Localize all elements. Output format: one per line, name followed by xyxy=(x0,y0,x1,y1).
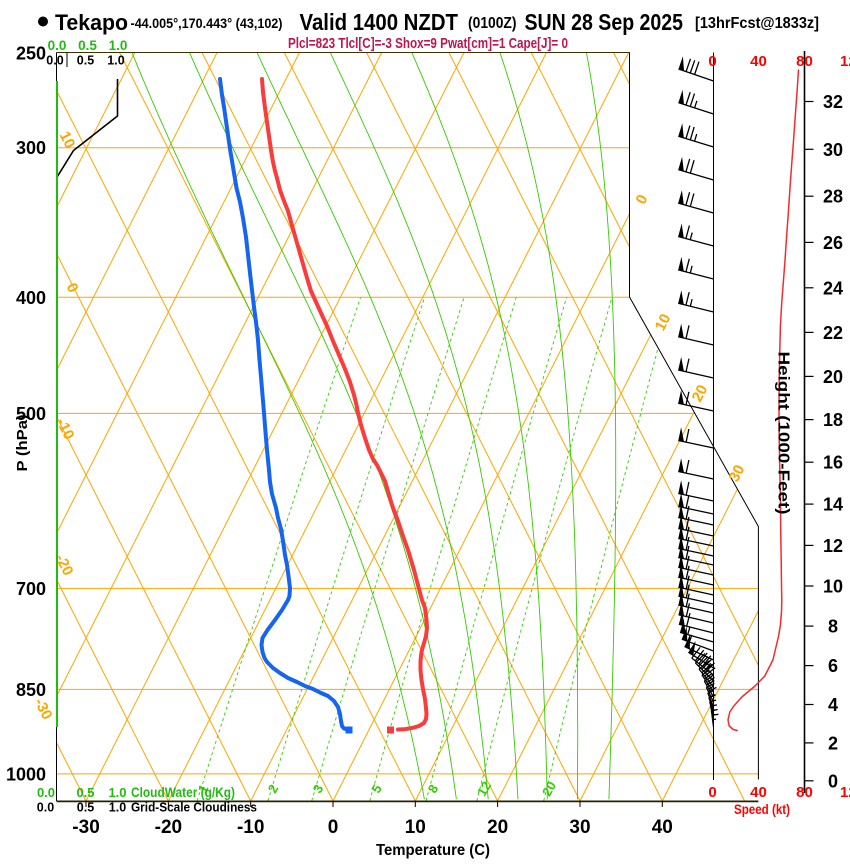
svg-text:1.0: 1.0 xyxy=(108,785,126,800)
svg-text:0.5: 0.5 xyxy=(76,785,94,800)
svg-text:0.0: 0.0 xyxy=(48,38,67,53)
svg-text:0: 0 xyxy=(328,817,339,838)
svg-text:-20: -20 xyxy=(155,817,182,838)
svg-text:Grid-Scale Cloudiness: Grid-Scale Cloudiness xyxy=(131,800,257,815)
svg-text:10: 10 xyxy=(823,577,843,597)
svg-text:80: 80 xyxy=(796,784,813,801)
svg-text:0.0: 0.0 xyxy=(37,785,55,800)
svg-text:1.0: 1.0 xyxy=(109,801,126,815)
svg-text:500: 500 xyxy=(16,404,46,424)
svg-text:Height (1000-Feet): Height (1000-Feet) xyxy=(775,352,792,515)
svg-text:12: 12 xyxy=(474,779,494,799)
svg-text:0.0: 0.0 xyxy=(37,801,54,815)
svg-text:6: 6 xyxy=(828,656,838,676)
svg-text:18: 18 xyxy=(823,410,843,430)
svg-text:250: 250 xyxy=(16,43,46,63)
svg-text:22: 22 xyxy=(823,323,843,343)
svg-text:4: 4 xyxy=(828,695,838,715)
svg-text:850: 850 xyxy=(16,680,46,700)
svg-text:-10: -10 xyxy=(237,817,264,838)
svg-text:[13hrFcst@1833z]: [13hrFcst@1833z] xyxy=(695,15,819,32)
svg-text:20: 20 xyxy=(823,367,843,387)
svg-text:-30: -30 xyxy=(72,817,99,838)
svg-text:1.0: 1.0 xyxy=(107,54,124,68)
svg-text:0: 0 xyxy=(828,771,838,791)
svg-text:32: 32 xyxy=(823,92,843,112)
svg-text:24: 24 xyxy=(823,278,843,298)
svg-text:Valid 1400 NZDT: Valid 1400 NZDT xyxy=(300,9,459,35)
svg-text:12: 12 xyxy=(840,784,850,801)
svg-text:10: 10 xyxy=(652,311,675,334)
svg-text:SUN 28 Sep 2025: SUN 28 Sep 2025 xyxy=(525,9,684,35)
svg-text:0.5: 0.5 xyxy=(78,38,97,53)
svg-text:30: 30 xyxy=(726,462,749,485)
svg-text:Tekapo: Tekapo xyxy=(55,10,128,35)
svg-text:14: 14 xyxy=(823,495,843,515)
svg-text:-44.005°,170.443° (43,102): -44.005°,170.443° (43,102) xyxy=(131,15,283,31)
svg-text:20: 20 xyxy=(689,382,712,405)
svg-text:Plcl=823 Tlcl[C]=-3 Shox=9 Pwa: Plcl=823 Tlcl[C]=-3 Shox=9 Pwat[cm]=1 Ca… xyxy=(288,35,568,52)
svg-text:CloudWater (g/Kg): CloudWater (g/Kg) xyxy=(131,785,235,800)
svg-text:10: 10 xyxy=(56,129,79,152)
svg-text:0.5: 0.5 xyxy=(77,801,94,815)
svg-text:16: 16 xyxy=(823,453,843,473)
svg-text:1.0: 1.0 xyxy=(109,38,128,53)
svg-text:30: 30 xyxy=(823,140,843,160)
svg-text:40: 40 xyxy=(750,53,767,70)
svg-text:80: 80 xyxy=(796,53,813,70)
svg-text:10: 10 xyxy=(405,817,426,838)
svg-text:Temperature (C): Temperature (C) xyxy=(376,842,490,859)
svg-text:0: 0 xyxy=(708,53,716,70)
svg-text:400: 400 xyxy=(16,288,46,308)
svg-text:26: 26 xyxy=(823,233,843,253)
svg-text:0.5: 0.5 xyxy=(77,54,94,68)
svg-text:700: 700 xyxy=(16,579,46,599)
svg-text:1000: 1000 xyxy=(6,764,46,784)
svg-text:Speed (kt): Speed (kt) xyxy=(734,801,790,817)
svg-text:12: 12 xyxy=(823,536,843,556)
svg-text:12: 12 xyxy=(840,53,850,70)
svg-text:300: 300 xyxy=(16,138,46,158)
svg-text:0.0: 0.0 xyxy=(46,54,63,68)
svg-text:30: 30 xyxy=(569,817,590,838)
svg-text:28: 28 xyxy=(823,187,843,207)
svg-text:(0100Z): (0100Z) xyxy=(468,15,517,32)
svg-text:20: 20 xyxy=(539,779,559,799)
svg-text:0: 0 xyxy=(708,784,716,801)
svg-text:40: 40 xyxy=(750,784,767,801)
svg-text:40: 40 xyxy=(652,817,673,838)
svg-text:P (hPa): P (hPa) xyxy=(14,415,31,472)
svg-text:8: 8 xyxy=(828,617,838,637)
svg-text:20: 20 xyxy=(487,817,508,838)
svg-text:2: 2 xyxy=(828,733,838,753)
